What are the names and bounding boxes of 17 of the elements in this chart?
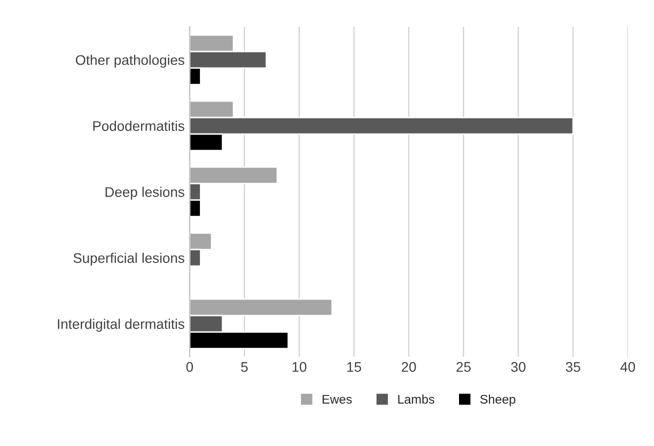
x-tick-label: 20 (402, 362, 416, 372)
x-tick-label: 10 (292, 362, 306, 372)
x-tick-label: 35 (566, 362, 580, 372)
y-tick-label: Interdigital dermatitis (58, 318, 184, 332)
x-tick-label: 30 (511, 362, 526, 372)
x-tick-label: 0 (186, 362, 193, 372)
x-tick-label: 25 (456, 362, 471, 372)
legend-label: Sheep (480, 394, 516, 406)
x-tick-label: 5 (241, 362, 248, 372)
x-tick-label: 15 (347, 362, 362, 372)
y-tick-label: Deep lesions (106, 186, 184, 200)
y-tick-label: Pododermatitis (93, 120, 184, 131)
x-tick-label: 40 (620, 362, 636, 372)
y-tick-label: Other pathologies (76, 54, 184, 68)
legend-label: Lambs (398, 394, 434, 404)
y-tick-label: Superficial lesions (73, 252, 184, 266)
legend-label: Ewes (322, 394, 352, 404)
